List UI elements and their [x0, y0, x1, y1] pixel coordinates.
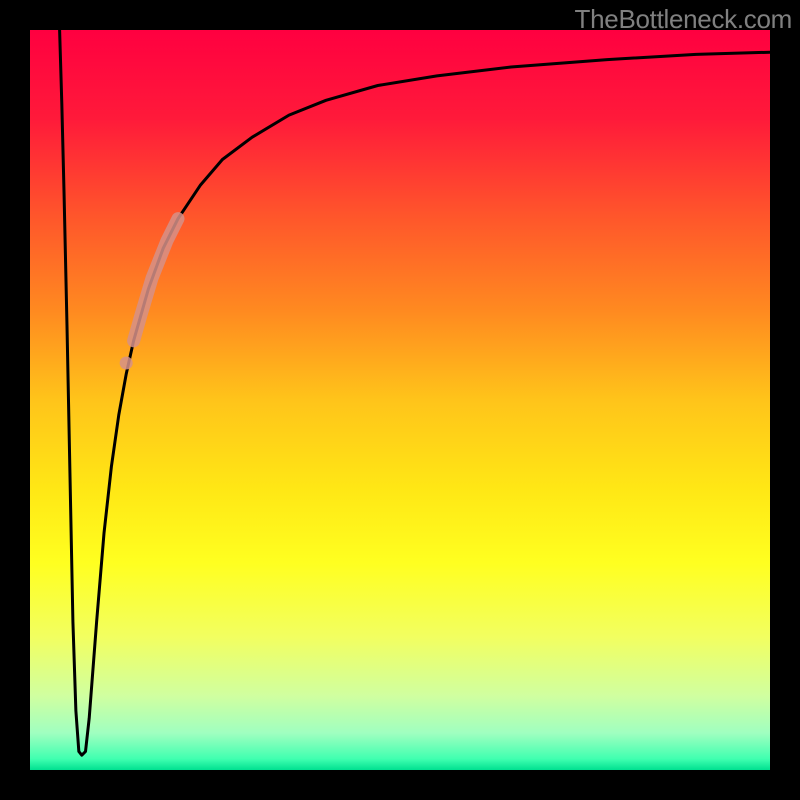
chart-svg [0, 0, 800, 800]
curve-highlight-dot [120, 357, 133, 370]
watermark-text: TheBottleneck.com [575, 4, 792, 35]
chart-root: TheBottleneck.com [0, 0, 800, 800]
chart-plot-area [30, 30, 770, 770]
